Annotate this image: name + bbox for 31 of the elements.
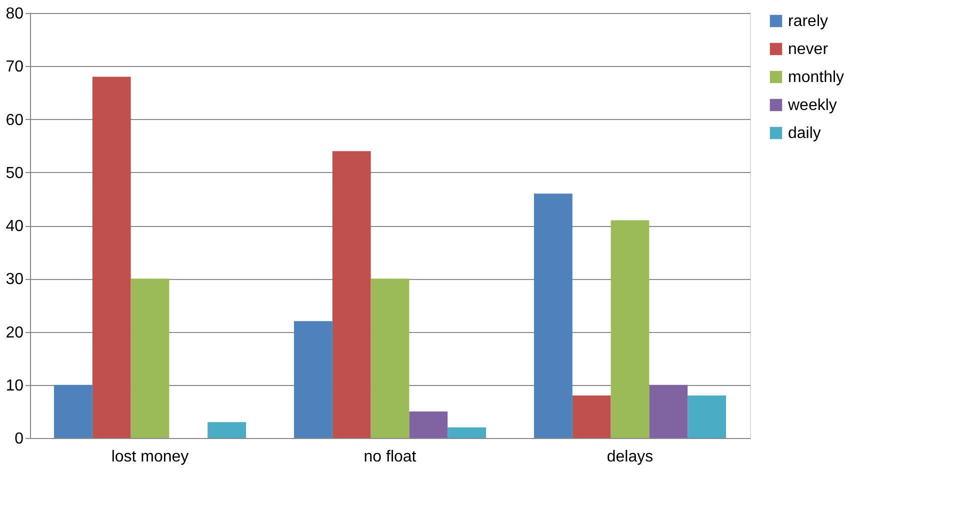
legend-label: monthly <box>788 69 844 86</box>
bar <box>534 194 572 438</box>
y-tick-label: 70 <box>6 58 24 76</box>
y-tick-label: 0 <box>14 430 24 448</box>
bar <box>610 220 650 438</box>
bar <box>649 384 688 438</box>
bar <box>294 321 332 438</box>
bar <box>572 396 611 438</box>
x-tick-label: no float <box>364 448 417 466</box>
y-tick-label: 60 <box>6 112 24 129</box>
bar <box>448 427 486 438</box>
bar <box>370 278 410 438</box>
y-tick-label: 30 <box>6 271 24 288</box>
bar <box>409 411 448 438</box>
y-tick-label: 10 <box>6 377 24 394</box>
legend-label: rarely <box>788 13 828 30</box>
bar <box>130 278 170 438</box>
y-tick-label: 40 <box>6 218 24 235</box>
legend-label: daily <box>788 125 821 142</box>
x-tick-label: delays <box>606 448 654 466</box>
x-tick-label: lost money <box>111 448 189 466</box>
y-tick-label: 50 <box>6 164 24 182</box>
y-tick-label: 80 <box>6 6 24 22</box>
bar <box>688 396 726 438</box>
legend-label: never <box>788 41 829 58</box>
bar <box>92 76 131 438</box>
y-tick-label: 20 <box>6 324 24 342</box>
legend-label: weekly <box>787 97 837 114</box>
bar <box>208 422 246 438</box>
bar <box>54 384 92 438</box>
bar <box>332 151 371 438</box>
